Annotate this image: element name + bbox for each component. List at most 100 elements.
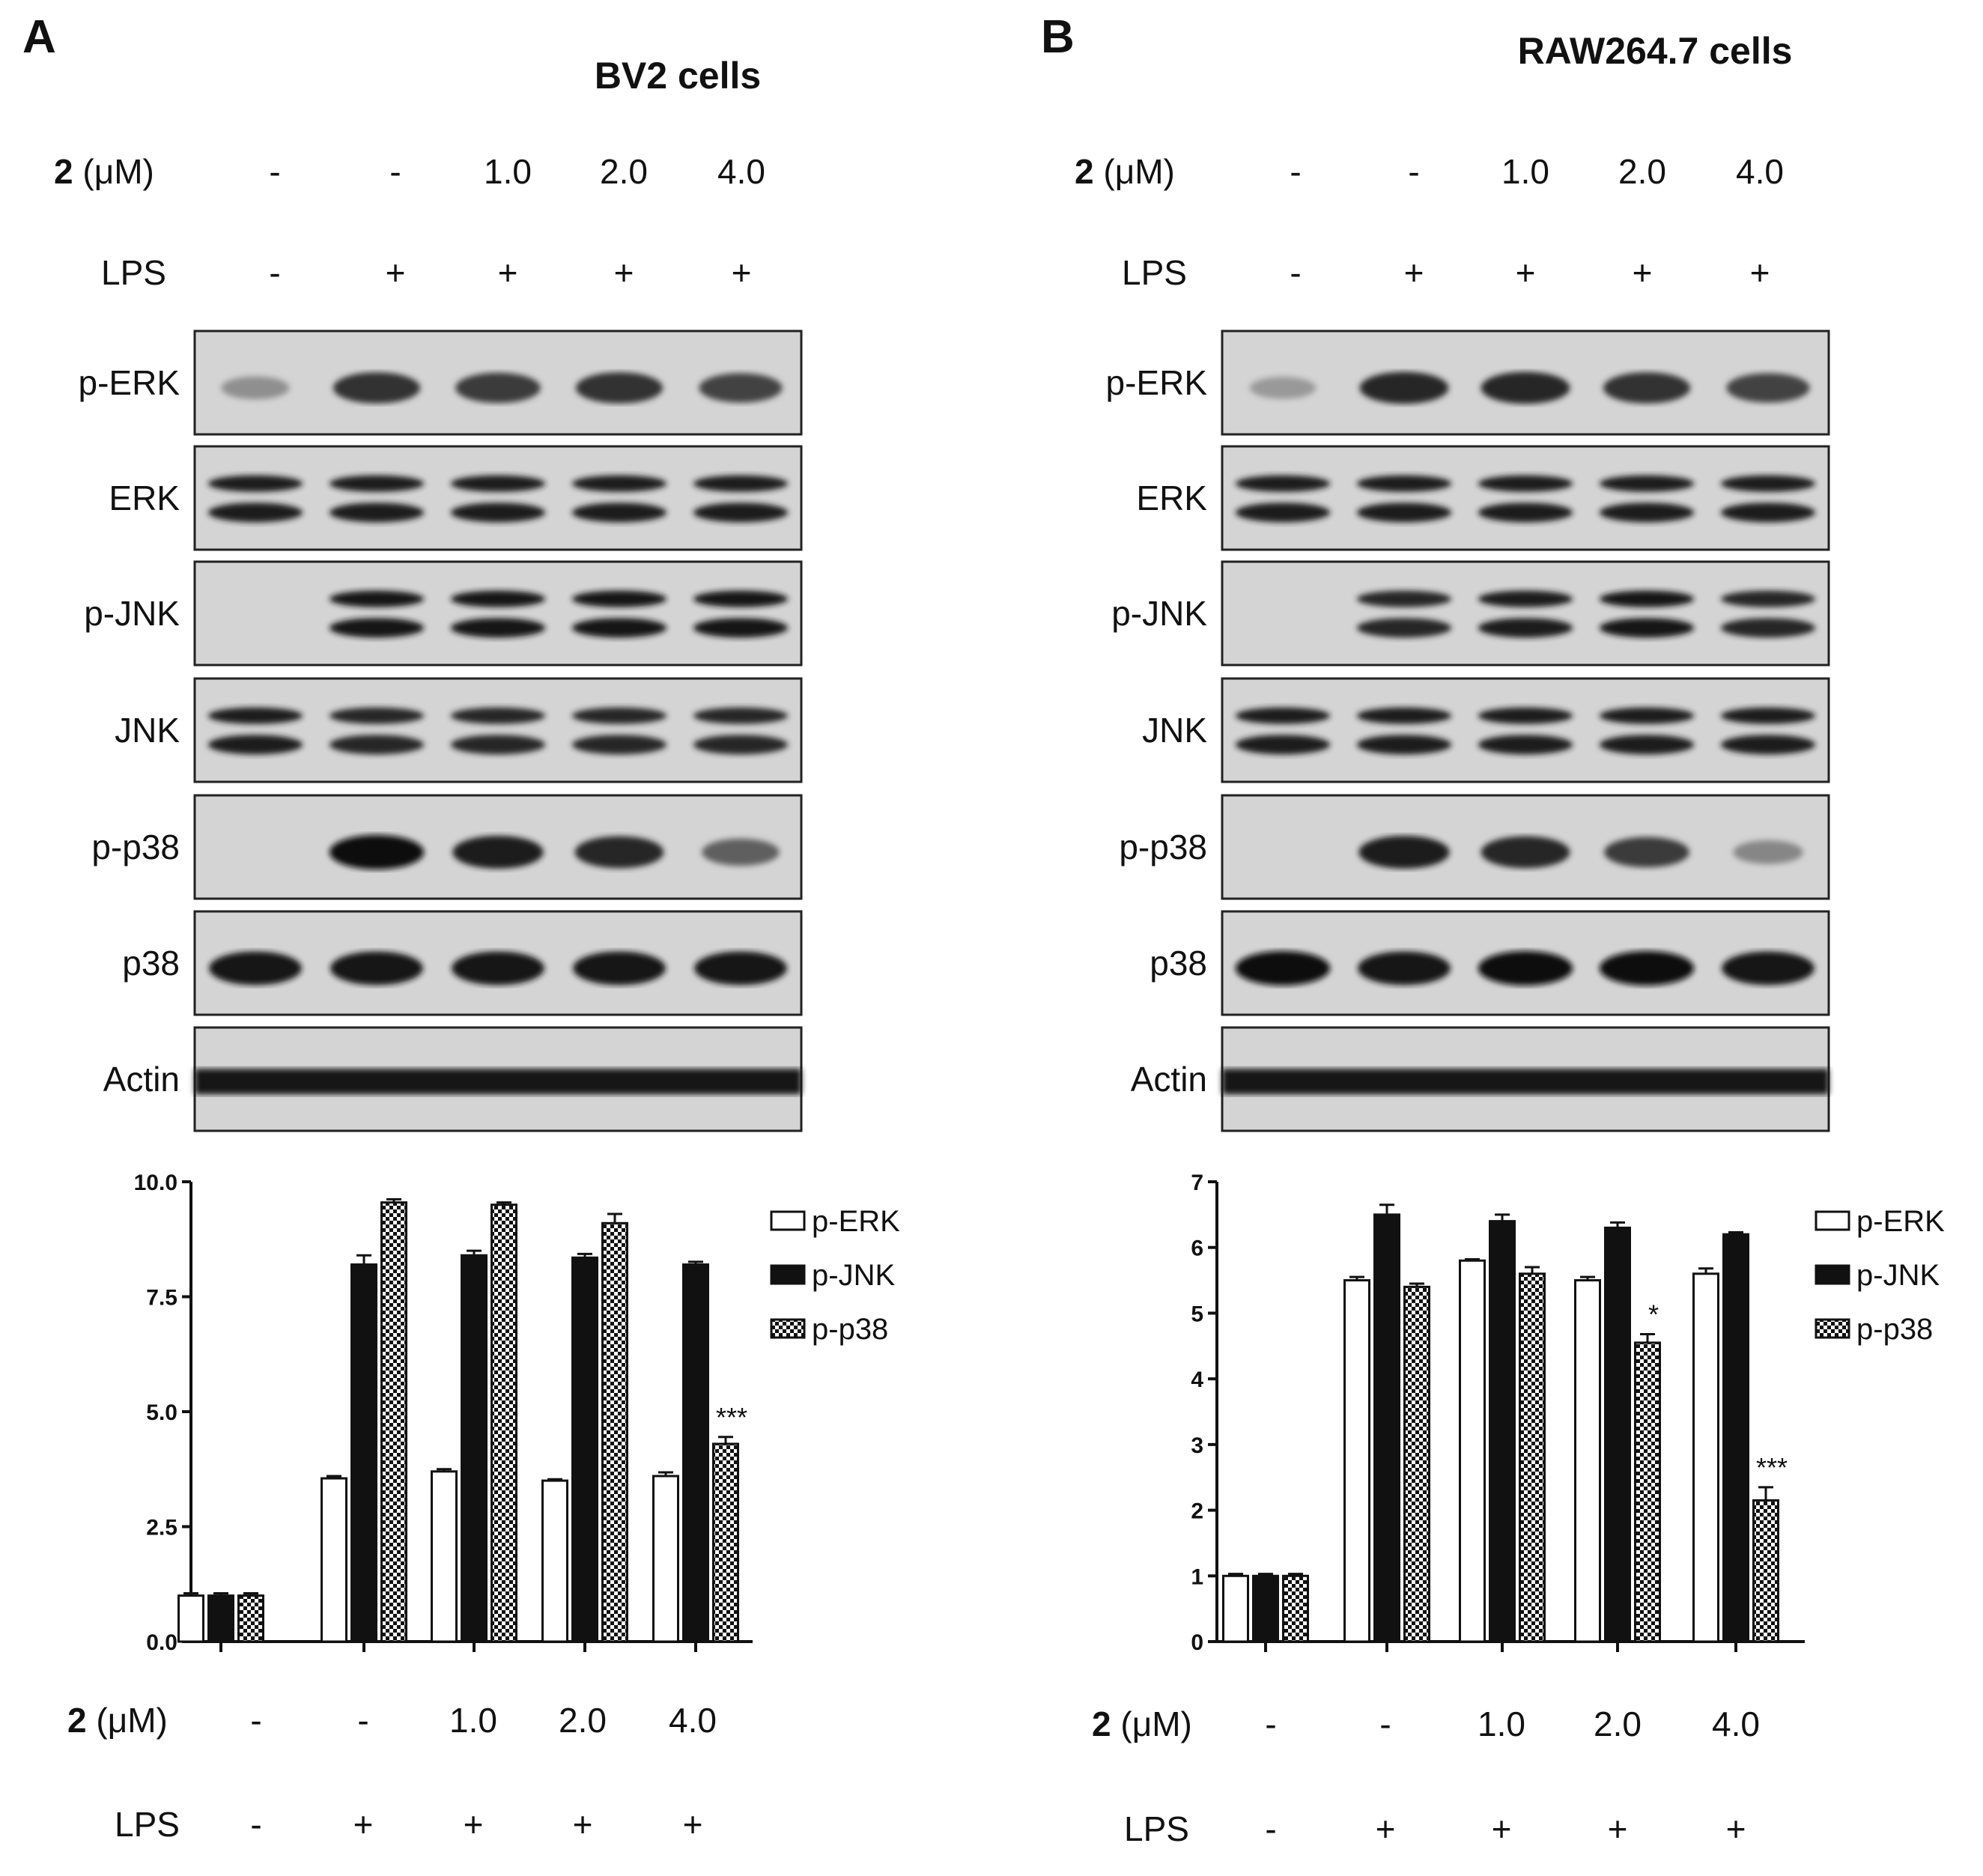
blot-band (329, 735, 425, 755)
blot-band (1586, 1069, 1707, 1095)
blot-row: p-ERK (1106, 330, 1830, 436)
legend-label: p-p38 (1856, 1313, 1933, 1346)
compound-label: 2 (μM) (1075, 152, 1175, 191)
blot-band (1720, 503, 1816, 523)
compound-value: 2.0 (1618, 152, 1666, 191)
lps-value: + (1726, 1809, 1746, 1848)
compound-value: 1.0 (1478, 1705, 1525, 1743)
blot-band (1604, 837, 1689, 868)
compound-value: 1.0 (484, 152, 532, 191)
blot-band (450, 503, 546, 523)
blot-band (1478, 590, 1573, 607)
blot-band (693, 707, 789, 724)
blot-band (573, 951, 666, 986)
compound-value: 1.0 (1501, 152, 1549, 191)
blot-band (452, 836, 544, 869)
bar (491, 1203, 517, 1643)
lps-value: - (250, 1805, 261, 1844)
blot-band (693, 475, 789, 492)
compound-value: - (1265, 1705, 1276, 1743)
lps-value: - (269, 253, 280, 292)
compound-value: - (357, 1701, 368, 1740)
blot-strip (1221, 677, 1830, 783)
compound-value: - (269, 152, 280, 191)
bar (1252, 1574, 1279, 1643)
compound-value: 2.0 (600, 152, 648, 191)
blot-band (450, 618, 546, 638)
blot-band (1481, 371, 1570, 404)
y-tick-label: 5.0 (146, 1400, 177, 1425)
blot-band (1720, 590, 1816, 607)
bar (321, 1477, 347, 1643)
bar (431, 1470, 458, 1643)
blot-label: p-p38 (91, 828, 180, 866)
blot-band (1356, 475, 1452, 492)
blot-band (571, 475, 667, 492)
blot-band (1599, 618, 1695, 638)
blot-band (575, 372, 663, 404)
legend-swatch (770, 1318, 806, 1339)
bar (1604, 1226, 1631, 1643)
bar (652, 1475, 679, 1643)
blot-band (195, 1069, 316, 1095)
blot-row: p-p38 (1119, 794, 1830, 900)
bar (571, 1256, 598, 1643)
blot-band (1356, 735, 1452, 755)
blot-band (1356, 707, 1452, 724)
blot-band (329, 618, 425, 638)
lps-value: + (498, 253, 518, 292)
bottom-treatment-header: 2 (μM) LPS - - 1.0 2.0 4.0 - + + + + (67, 1701, 717, 1844)
compound-value: 2.0 (1594, 1705, 1642, 1743)
blot-row: ERK (1136, 445, 1830, 551)
bar (1574, 1279, 1601, 1643)
lps-value: + (1750, 253, 1770, 292)
blot-band (1733, 840, 1803, 864)
blot-band (329, 707, 425, 724)
bar (1222, 1574, 1249, 1643)
bar (1722, 1233, 1749, 1643)
blot-band (1478, 707, 1573, 724)
bar (1343, 1279, 1370, 1643)
blot-band (702, 838, 780, 866)
blot-band (1599, 503, 1695, 523)
blot-band (1599, 475, 1695, 492)
blot-band (437, 1069, 559, 1095)
lps-value: + (1608, 1809, 1628, 1848)
blot-band (1222, 1069, 1343, 1095)
compound-value: - (250, 1701, 261, 1740)
lps-value: - (1290, 253, 1301, 292)
blot-band (1720, 475, 1816, 492)
blot-band (1720, 618, 1816, 638)
blot-band (455, 372, 541, 404)
compound-value: 4.0 (717, 152, 765, 191)
bar-chart: 0.0 2.5 5.0 7.5 10.0 *** p-ERK p-JNK p-p38 (134, 1171, 901, 1655)
compound-value: - (1290, 152, 1301, 191)
blot-row: ERK (109, 445, 803, 551)
blot-band (1235, 707, 1331, 724)
significance-label: * (1648, 1299, 1659, 1329)
lps-label-bottom: LPS (1124, 1809, 1189, 1848)
blot-band (329, 590, 425, 607)
compound-value: - (1408, 152, 1419, 191)
blot-row: p38 (1150, 910, 1830, 1016)
blot-strip (193, 445, 803, 551)
blot-label: ERK (109, 479, 180, 517)
blot-row: p-JNK (1111, 560, 1830, 667)
y-tick-label: 1 (1191, 1564, 1203, 1589)
blot-band (559, 1069, 680, 1095)
bar (207, 1594, 234, 1643)
compound-label-bottom: 2 (μM) (67, 1701, 168, 1740)
blot-strip (1221, 560, 1830, 667)
blot-band (1599, 707, 1695, 724)
y-tick-label: 7.5 (146, 1286, 177, 1311)
blot-band (221, 376, 290, 400)
blot-band (450, 735, 546, 755)
blot-band (694, 951, 787, 986)
blot-band (1359, 371, 1449, 404)
blot-band (316, 1069, 437, 1095)
top-treatment-header: 2 (μM) LPS - - 1.0 2.0 4.0 - + + + + (54, 152, 765, 292)
blot-row: p-p38 (91, 794, 803, 900)
blot-band (1358, 951, 1451, 986)
blot-label: p-ERK (79, 363, 180, 402)
blot-strip (193, 677, 803, 783)
